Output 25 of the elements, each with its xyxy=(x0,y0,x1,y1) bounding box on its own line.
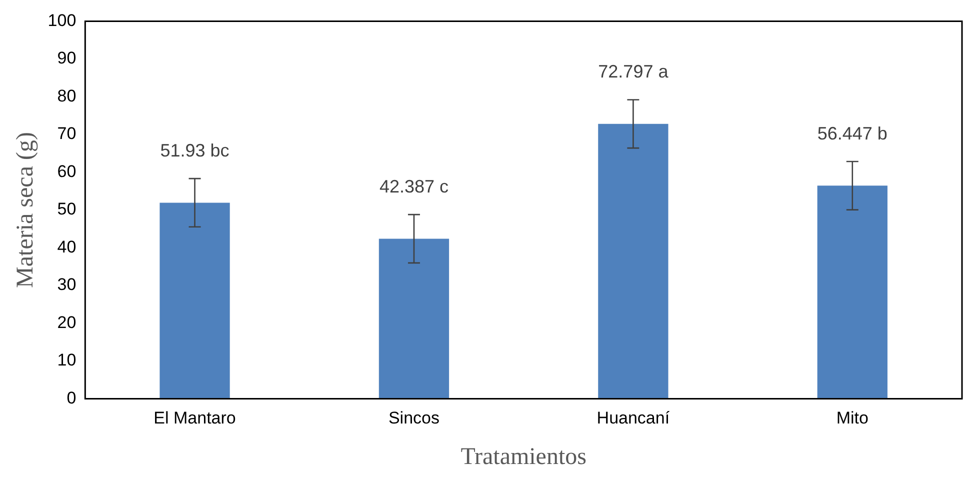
y-tick-label: 20 xyxy=(57,312,76,332)
y-tick-label: 60 xyxy=(57,162,76,181)
x-tick-label: Sincos xyxy=(388,408,440,428)
bar xyxy=(160,202,230,399)
y-tick-label: 80 xyxy=(57,86,76,106)
data-label: 51.93 bc xyxy=(160,140,230,161)
x-tick-label: El Mantaro xyxy=(154,408,236,428)
y-tick-label: 40 xyxy=(57,237,76,256)
y-axis-title: Materia seca (g) xyxy=(12,132,39,288)
bar xyxy=(817,186,888,399)
x-axis-title: Tratamientos xyxy=(460,444,586,470)
y-tick-label: 30 xyxy=(57,275,76,294)
y-tick-label: 90 xyxy=(57,48,76,68)
bar xyxy=(378,238,450,399)
y-tick-label: 50 xyxy=(57,200,76,219)
x-tick-label: Huancaní xyxy=(596,408,670,428)
y-tick-label: 100 xyxy=(48,10,76,30)
data-label: 42.387 c xyxy=(379,176,449,197)
data-label: 56.447 b xyxy=(817,123,888,144)
bar xyxy=(598,124,668,399)
data-label: 72.797 a xyxy=(598,62,670,82)
y-tick-label: 70 xyxy=(57,124,76,144)
y-tick-label: 10 xyxy=(57,350,76,370)
y-tick-label: 0 xyxy=(66,388,76,408)
x-tick-label: Mito xyxy=(836,408,868,428)
